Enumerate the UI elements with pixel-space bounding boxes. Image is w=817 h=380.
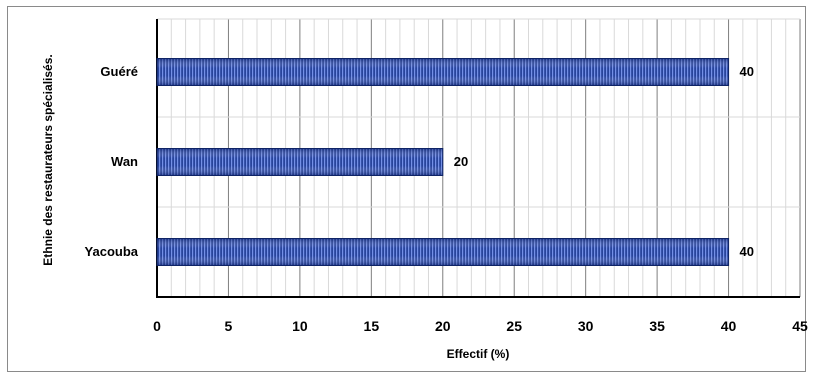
category-label: Guéré bbox=[100, 64, 138, 79]
bar-shading bbox=[156, 238, 730, 266]
x-tick-label: 0 bbox=[153, 318, 161, 334]
category-label: Wan bbox=[111, 154, 138, 169]
data-label: 40 bbox=[740, 64, 754, 79]
x-tick-label: 5 bbox=[225, 318, 233, 334]
x-tick-label: 30 bbox=[578, 318, 594, 334]
bar-shading bbox=[156, 148, 444, 176]
x-tick-label: 25 bbox=[506, 318, 522, 334]
category-label: Yacouba bbox=[85, 244, 139, 259]
data-label: 40 bbox=[740, 244, 754, 259]
x-tick-label: 35 bbox=[649, 318, 665, 334]
x-axis-title: Effectif (%) bbox=[447, 347, 510, 361]
x-tick-label: 45 bbox=[792, 318, 808, 334]
x-tick-label: 10 bbox=[292, 318, 308, 334]
x-tick-label: 15 bbox=[364, 318, 380, 334]
x-tick-label: 40 bbox=[721, 318, 737, 334]
labels: 0 5 10 15 20 25 30 35 40 45 Guéré 40 Wan 20 Yacouba 40 bbox=[85, 64, 808, 334]
bar-shading bbox=[156, 58, 730, 86]
bars bbox=[156, 58, 730, 266]
y-axis-title: Ethnie des restaurateurs spécialisés. bbox=[41, 54, 55, 265]
data-label: 20 bbox=[454, 154, 468, 169]
x-tick-label: 20 bbox=[435, 318, 451, 334]
